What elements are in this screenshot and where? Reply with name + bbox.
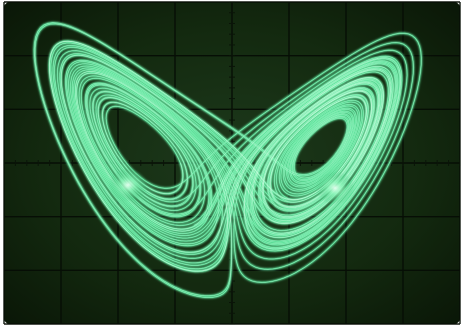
attractor-trace-path (33, 22, 422, 298)
right-focus-glow (315, 171, 355, 205)
left-focus-glow (108, 168, 148, 202)
attractor-trace (32, 21, 423, 299)
